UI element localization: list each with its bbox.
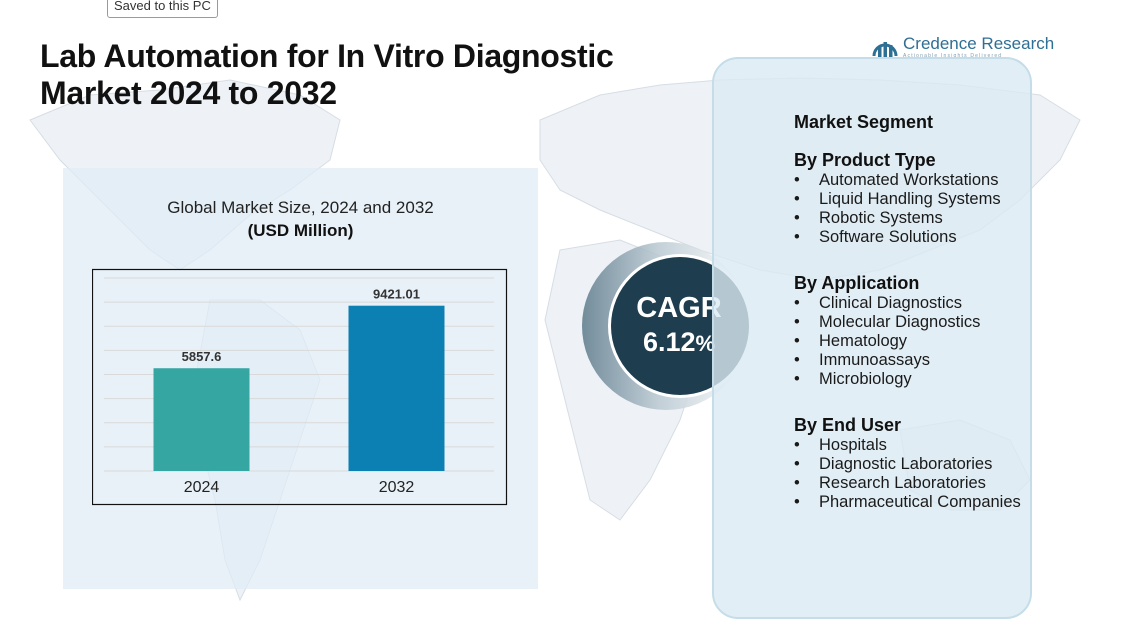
segment-list: • Hospitals • Diagnostic Laboratories • Res… (794, 436, 1034, 512)
list-item-label: Microbiology (819, 370, 912, 388)
list-item-label: Hematology (819, 332, 908, 350)
list-item-label: Clinical Diagnostics (819, 294, 963, 312)
chart-unit: (USD Million) (247, 221, 354, 240)
list-item-label: Research Laboratories (819, 474, 986, 492)
data-label-2024: 5857.6 (182, 349, 222, 364)
bullet: • (794, 370, 800, 388)
list-item: • Hospitals (794, 436, 1034, 455)
list-item-label: Molecular Diagnostics (819, 313, 981, 331)
bullet: • (794, 455, 800, 473)
list-item: • Robotic Systems (794, 209, 1034, 228)
logo-text: Credence Research (903, 34, 1055, 53)
list-item: • Liquid Handling Systems (794, 190, 1034, 209)
list-item-label: Hospitals (819, 436, 887, 454)
bullet: • (794, 228, 800, 246)
bullet: • (794, 209, 800, 227)
list-item: • Immunoassays (794, 351, 1034, 370)
credence-research-logo: Credence Research Actionable Insights De… (870, 32, 1060, 60)
list-item: • Diagnostic Laboratories (794, 455, 1034, 474)
segment-list: • Clinical Diagnostics • Molecular Diagnos… (794, 294, 1034, 389)
bullet: • (794, 171, 800, 189)
bullet: • (794, 190, 800, 208)
cagr-percent-sign: % (695, 331, 716, 356)
segment-list: • Automated Workstations • Liquid Handling… (794, 171, 1034, 247)
page-title: Lab Automation for In Vitro Diagnostic M… (40, 38, 680, 112)
list-item-label: Diagnostic Laboratories (819, 455, 993, 473)
cagr-label: CAGR (636, 292, 722, 324)
list-item: • Molecular Diagnostics (794, 313, 1034, 332)
list-item: • Software Solutions (794, 228, 1034, 247)
list-item: • Hematology (794, 332, 1034, 351)
bullet: • (794, 313, 800, 331)
list-item-label: Automated Workstations (819, 171, 999, 189)
bar-2024 (153, 368, 250, 471)
bar-chart-arc-logo-icon (872, 42, 898, 58)
chart-frame (92, 268, 508, 506)
bullet: • (794, 294, 800, 312)
list-item: • Clinical Diagnostics (794, 294, 1034, 313)
bullet: • (794, 436, 800, 454)
list-item: • Microbiology (794, 370, 1034, 389)
list-item-label: Liquid Handling Systems (819, 190, 1001, 208)
bar-2032 (348, 305, 445, 471)
market-segment-heading: Market Segment (794, 112, 934, 132)
bullet: • (794, 332, 800, 350)
bullet: • (794, 351, 800, 369)
segment-group-title: By End User (794, 415, 902, 435)
market-size-chart-panel: Global Market Size, 2024 and 2032 (USD M… (63, 168, 538, 589)
page-title-line-1: Lab Automation for In Vitro Diagnostic (40, 38, 614, 74)
segment-group-application: By Application • Clinical Diagnostics • Mo… (794, 273, 1034, 389)
list-item-label: Pharmaceutical Companies (819, 493, 1021, 511)
segment-group-end-user: By End User • Hospitals • Diagnostic Labor… (794, 415, 1034, 512)
segment-group-product-type: By Product Type • Automated Workstations … (794, 150, 1034, 247)
tick-label-2032: 2032 (379, 479, 415, 496)
logo-tagline: Actionable Insights Delivered (903, 53, 1003, 59)
segment-group-title: By Application (794, 273, 920, 293)
segment-group-title: By Product Type (794, 150, 936, 170)
bar-chart: 5857.6 2024 9421.01 2032 (92, 268, 508, 506)
data-label-2032: 9421.01 (373, 287, 420, 302)
tick-label-2024: 2024 (184, 479, 220, 496)
list-item: • Pharmaceutical Companies (794, 493, 1034, 512)
list-item: • Research Laboratories (794, 474, 1034, 493)
bullet: • (794, 493, 800, 511)
list-item: • Automated Workstations (794, 171, 1034, 190)
page-title-line-2: Market 2024 to 2032 (40, 75, 337, 111)
market-segment-panel (712, 57, 1032, 619)
chart-title: Global Market Size, 2024 and 2032 (167, 198, 434, 217)
cagr-value: 6.12% (609, 327, 749, 359)
cagr-number: 6.12 (642, 327, 696, 357)
list-item-label: Software Solutions (819, 228, 957, 246)
list-item-label: Robotic Systems (819, 209, 943, 227)
chart-bars: 5857.6 2024 9421.01 2032 (153, 287, 445, 496)
saved-tooltip: Saved to this PC (107, 0, 218, 18)
list-item-label: Immunoassays (819, 351, 930, 369)
bullet: • (794, 474, 800, 492)
